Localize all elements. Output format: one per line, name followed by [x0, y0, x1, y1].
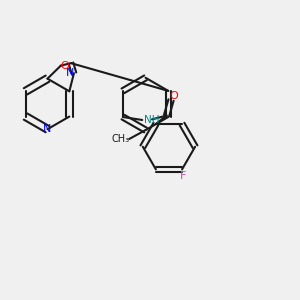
Text: O: O — [60, 61, 69, 70]
Text: CH₃: CH₃ — [112, 134, 130, 144]
Text: N: N — [43, 124, 52, 134]
Text: F: F — [179, 171, 186, 181]
Text: O: O — [169, 91, 178, 100]
Text: NH: NH — [144, 115, 159, 125]
Text: N: N — [66, 68, 74, 78]
